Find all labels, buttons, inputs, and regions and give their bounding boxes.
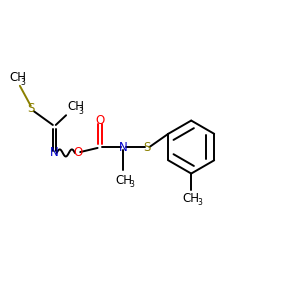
Text: CH: CH (183, 192, 200, 205)
Text: 3: 3 (79, 106, 83, 116)
Text: N: N (119, 141, 128, 154)
Text: S: S (143, 141, 151, 154)
Text: CH: CH (115, 174, 132, 187)
Text: S: S (27, 102, 34, 115)
Text: O: O (73, 146, 83, 159)
Text: 3: 3 (20, 78, 25, 87)
Text: CH: CH (68, 100, 85, 113)
Text: 3: 3 (129, 180, 134, 189)
Text: O: O (95, 114, 105, 127)
Text: N: N (50, 146, 59, 159)
Text: CH: CH (9, 71, 26, 84)
Text: 3: 3 (197, 198, 202, 207)
